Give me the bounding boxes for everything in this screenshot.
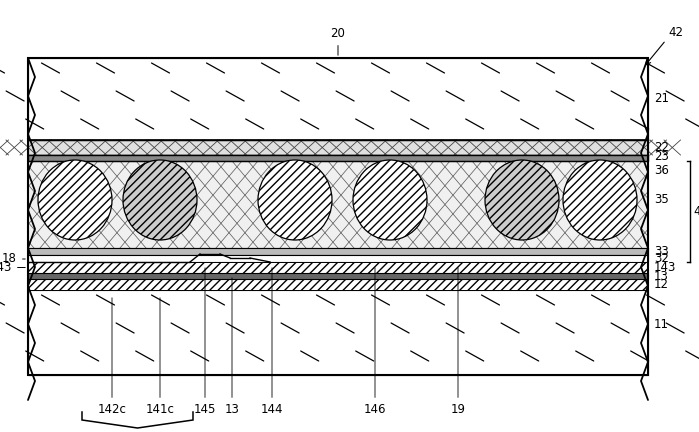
Text: 143: 143 bbox=[648, 261, 677, 274]
Bar bbox=[28, 290, 648, 375]
Ellipse shape bbox=[353, 160, 427, 240]
Bar bbox=[28, 140, 648, 155]
Text: 32: 32 bbox=[648, 252, 669, 265]
Text: 33: 33 bbox=[648, 245, 669, 258]
Text: 144: 144 bbox=[261, 268, 283, 416]
Ellipse shape bbox=[38, 160, 112, 240]
Ellipse shape bbox=[485, 160, 559, 240]
Bar bbox=[28, 262, 648, 273]
Text: 141c: 141c bbox=[145, 298, 175, 416]
Bar bbox=[28, 255, 648, 262]
Text: 35: 35 bbox=[648, 193, 669, 206]
Text: 146: 146 bbox=[363, 268, 387, 416]
Text: 20: 20 bbox=[331, 27, 345, 55]
Text: 142c: 142c bbox=[98, 298, 127, 416]
Text: 13: 13 bbox=[224, 278, 240, 416]
Text: 36: 36 bbox=[648, 165, 669, 178]
Ellipse shape bbox=[123, 160, 197, 240]
Text: 19: 19 bbox=[450, 268, 466, 416]
Bar bbox=[28, 161, 648, 248]
Bar bbox=[28, 273, 648, 279]
Text: 42: 42 bbox=[668, 26, 683, 39]
Text: 22: 22 bbox=[648, 141, 669, 154]
Text: 11: 11 bbox=[648, 318, 669, 331]
Ellipse shape bbox=[258, 160, 332, 240]
Text: 13: 13 bbox=[648, 270, 669, 283]
Bar bbox=[28, 279, 648, 290]
Text: 145: 145 bbox=[194, 268, 216, 416]
Bar bbox=[28, 155, 648, 161]
Ellipse shape bbox=[563, 160, 637, 240]
Bar bbox=[28, 58, 648, 140]
Text: 18: 18 bbox=[2, 252, 25, 266]
Text: 40: 40 bbox=[693, 205, 699, 218]
Text: 23: 23 bbox=[648, 149, 669, 162]
Text: 21: 21 bbox=[648, 92, 669, 105]
Text: 12: 12 bbox=[648, 278, 669, 291]
Bar bbox=[28, 248, 648, 255]
Bar bbox=[28, 58, 648, 375]
Text: 143: 143 bbox=[0, 261, 25, 274]
